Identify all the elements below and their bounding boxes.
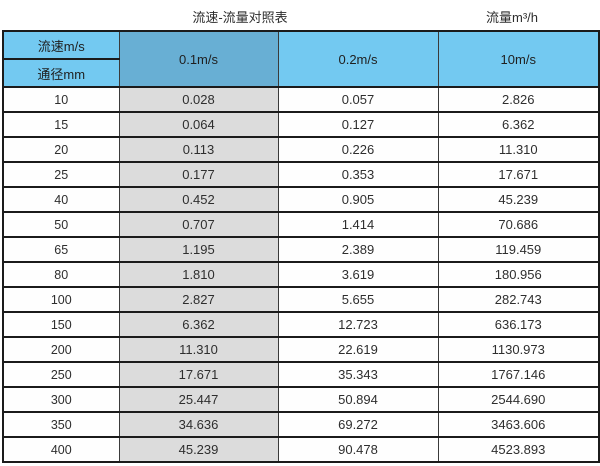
value-cell: 0.452	[118, 186, 279, 213]
table-row: 20 0.113 0.226 11.310	[2, 136, 600, 163]
table-row: 50 0.707 1.414 70.686	[2, 211, 600, 238]
value-cell: 0.353	[277, 161, 439, 188]
velocity-header-cell: 0.2m/s	[277, 30, 439, 88]
flow-rate-table: 流速m/s 0.1m/s 0.2m/s 10m/s 通径mm 10 0.028 0.05…	[2, 30, 600, 463]
diameter-cell: 25	[2, 161, 120, 188]
table-row: 350 34.636 69.272 3463.606	[2, 411, 600, 438]
value-cell: 119.459	[437, 236, 600, 263]
value-cell: 0.127	[277, 111, 439, 138]
diameter-cell: 80	[2, 261, 120, 288]
table-row: 80 1.810 3.619 180.956	[2, 261, 600, 288]
value-cell: 69.272	[277, 411, 439, 438]
table-row: 25 0.177 0.353 17.671	[2, 161, 600, 188]
table-row: 150 6.362 12.723 636.173	[2, 311, 600, 338]
value-cell: 0.057	[277, 86, 439, 113]
table-row: 100 2.827 5.655 282.743	[2, 286, 600, 313]
value-cell: 0.064	[118, 111, 279, 138]
value-cell: 0.177	[118, 161, 279, 188]
value-cell: 3463.606	[437, 411, 600, 438]
value-cell: 6.362	[437, 111, 600, 138]
diameter-cell: 40	[2, 186, 120, 213]
diameter-cell: 300	[2, 386, 120, 413]
value-cell: 0.113	[118, 136, 279, 163]
value-cell: 11.310	[437, 136, 600, 163]
value-cell: 0.226	[277, 136, 439, 163]
value-cell: 1.810	[118, 261, 279, 288]
value-cell: 1.414	[277, 211, 439, 238]
value-cell: 1130.973	[437, 336, 600, 363]
table-header: 流速m/s 0.1m/s 0.2m/s 10m/s 通径mm	[2, 30, 600, 88]
flow-unit-label: 流量m³/h	[485, 10, 539, 25]
diameter-cell: 100	[2, 286, 120, 313]
diameter-cell: 400	[2, 436, 120, 463]
value-cell: 636.173	[437, 311, 600, 338]
value-cell: 5.655	[277, 286, 439, 313]
value-cell: 90.478	[277, 436, 439, 463]
value-cell: 11.310	[118, 336, 279, 363]
value-cell: 282.743	[437, 286, 600, 313]
value-cell: 17.671	[437, 161, 600, 188]
velocity-header-row: 流速m/s 0.1m/s 0.2m/s 10m/s	[2, 30, 600, 88]
diameter-cell: 10	[2, 86, 120, 113]
table-title: 流速-流量对照表	[192, 10, 288, 25]
diameter-cell: 65	[2, 236, 120, 263]
value-cell: 34.636	[118, 411, 279, 438]
value-cell: 50.894	[277, 386, 439, 413]
table-row: 300 25.447 50.894 2544.690	[2, 386, 600, 413]
diameter-cell: 50	[2, 211, 120, 238]
value-cell: 0.905	[277, 186, 439, 213]
table-body: 10 0.028 0.057 2.826 15 0.064 0.127 6.362 20 0.11…	[2, 86, 600, 463]
value-cell: 2.389	[277, 236, 439, 263]
value-cell: 2544.690	[437, 386, 600, 413]
value-cell: 1.195	[118, 236, 279, 263]
value-cell: 17.671	[118, 361, 279, 388]
value-cell: 1767.146	[437, 361, 600, 388]
diameter-cell: 350	[2, 411, 120, 438]
table-row: 40 0.452 0.905 45.239	[2, 186, 600, 213]
diameter-cell: 15	[2, 111, 120, 138]
velocity-header-cell: 0.1m/s	[118, 30, 279, 88]
value-cell: 12.723	[277, 311, 439, 338]
value-cell: 3.619	[277, 261, 439, 288]
value-cell: 70.686	[437, 211, 600, 238]
value-cell: 180.956	[437, 261, 600, 288]
value-cell: 4523.893	[437, 436, 600, 463]
title-bar: 流速-流量对照表 流量m³/h	[0, 0, 600, 30]
value-cell: 35.343	[277, 361, 439, 388]
value-cell: 0.707	[118, 211, 279, 238]
diameter-cell: 150	[2, 311, 120, 338]
corner-cell-velocity-label: 流速m/s	[2, 30, 120, 60]
table-row: 250 17.671 35.343 1767.146	[2, 361, 600, 388]
table-row: 200 11.310 22.619 1130.973	[2, 336, 600, 363]
value-cell: 25.447	[118, 386, 279, 413]
diameter-cell: 20	[2, 136, 120, 163]
diameter-header-row: 通径mm	[2, 58, 599, 88]
value-cell: 0.028	[118, 86, 279, 113]
diameter-cell: 250	[2, 361, 120, 388]
corner-cell-diameter-label: 通径mm	[2, 58, 120, 88]
value-cell: 2.826	[437, 86, 600, 113]
value-cell: 6.362	[118, 311, 279, 338]
table-row: 65 1.195 2.389 119.459	[2, 236, 600, 263]
value-cell: 2.827	[118, 286, 279, 313]
velocity-header-cell: 10m/s	[437, 30, 600, 88]
value-cell: 22.619	[277, 336, 439, 363]
diameter-cell: 200	[2, 336, 120, 363]
table-row: 400 45.239 90.478 4523.893	[2, 436, 600, 463]
value-cell: 45.239	[437, 186, 600, 213]
value-cell: 45.239	[118, 436, 279, 463]
table-row: 15 0.064 0.127 6.362	[2, 111, 600, 138]
table-row: 10 0.028 0.057 2.826	[2, 86, 600, 113]
